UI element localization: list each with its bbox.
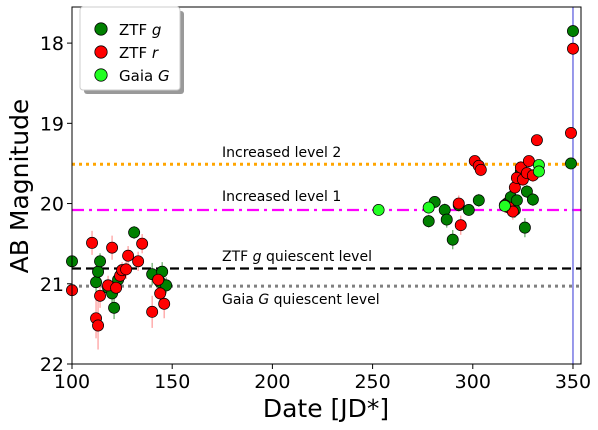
- tick-labels: 100 150 200 250 300 350 18 19 20 21 22: [40, 33, 591, 393]
- reference-line-labels: Increased level 2 Increased level 1 ZTF …: [222, 145, 380, 308]
- ztf_g-point: [128, 226, 141, 239]
- ztf_g-point: [565, 157, 577, 170]
- ztf_g-point: [520, 185, 533, 198]
- legend-label-gaia-G: Gaia G: [119, 67, 170, 85]
- ztf_g-point: [446, 233, 459, 246]
- ztf_r-point: [86, 236, 98, 249]
- gaia_G-point: [498, 200, 511, 212]
- ztf_r-point: [132, 255, 145, 268]
- ztf_r-point: [120, 263, 133, 276]
- x-tick-label: 150: [154, 371, 190, 393]
- ztf_g-point: [438, 204, 451, 216]
- gaia_G-point: [372, 204, 385, 216]
- ztf_r-point: [122, 249, 135, 262]
- gaia_G-point: [532, 165, 545, 178]
- x-tick-label: 350: [555, 371, 591, 393]
- ztf_g-point: [440, 213, 453, 226]
- x-axis-title: Date [JD*]: [263, 394, 389, 423]
- x-tick-label: 300: [455, 371, 491, 393]
- x-tick-label: 200: [254, 371, 290, 393]
- y-tick-label: 20: [40, 194, 64, 216]
- ztf_r-point: [146, 305, 159, 318]
- ztf_r-point: [158, 297, 171, 310]
- ztf_r-point: [474, 163, 487, 176]
- ztf_r-point: [522, 155, 535, 167]
- increased-level-2-label: Increased level 2: [222, 145, 341, 161]
- increased-level-1-label: Increased level 1: [222, 189, 341, 205]
- ztf_r-point: [92, 319, 105, 332]
- legend-label-ztf-r: ZTF r: [119, 44, 159, 62]
- ztf_r-point: [110, 281, 123, 294]
- ztf_r-point: [152, 273, 165, 286]
- ztf_g-point: [422, 215, 435, 228]
- ztf_g-point: [510, 194, 523, 207]
- ztf_r-point: [530, 134, 543, 147]
- y-axis-title: AB Magnitude: [5, 99, 34, 274]
- ztf_g-point: [90, 276, 102, 289]
- ztf_r-point: [94, 289, 107, 302]
- gaia-G-quiescent-level-label: Gaia G quiescent level: [222, 292, 380, 308]
- ztf_g-point: [462, 204, 475, 216]
- plot-frame: [71, 6, 582, 365]
- legend-label-ztf-g: ZTF g: [119, 21, 161, 39]
- legend-marker-ztf-r: [94, 45, 108, 59]
- y-tick-label: 21: [40, 274, 64, 296]
- legend-marker-gaia-G: [94, 68, 108, 82]
- y-tick-label: 18: [40, 33, 64, 55]
- ztf_g-point: [518, 221, 531, 234]
- x-tick-label: 100: [54, 371, 90, 393]
- ztf-g-quiescent-level-label: ZTF g quiescent level: [222, 249, 372, 265]
- y-tick-label: 22: [40, 354, 64, 376]
- ztf_g-point: [526, 193, 539, 206]
- ztf_g-point: [567, 25, 579, 38]
- ztf_r-point: [106, 241, 119, 254]
- ztf_g-point: [94, 255, 107, 268]
- ztf_r-point: [565, 127, 577, 139]
- legend: ZTF g ZTF r Gaia G: [79, 6, 184, 94]
- axis-ticks: [67, 42, 574, 369]
- ztf_r-point: [154, 287, 167, 300]
- gaia_G-point: [422, 201, 435, 214]
- ztf_g-point: [92, 265, 105, 278]
- y-tick-label: 19: [40, 113, 64, 135]
- x-tick-label: 250: [354, 371, 390, 393]
- ztf_r-point: [454, 219, 467, 232]
- data-points: [66, 25, 579, 332]
- legend-marker-ztf-g: [94, 22, 108, 36]
- ztf_r-point: [136, 237, 149, 250]
- ztf_r-point: [452, 197, 465, 210]
- ztf_r-point: [567, 42, 579, 55]
- ztf_g-point: [472, 194, 485, 207]
- ztf_g-point: [108, 301, 121, 314]
